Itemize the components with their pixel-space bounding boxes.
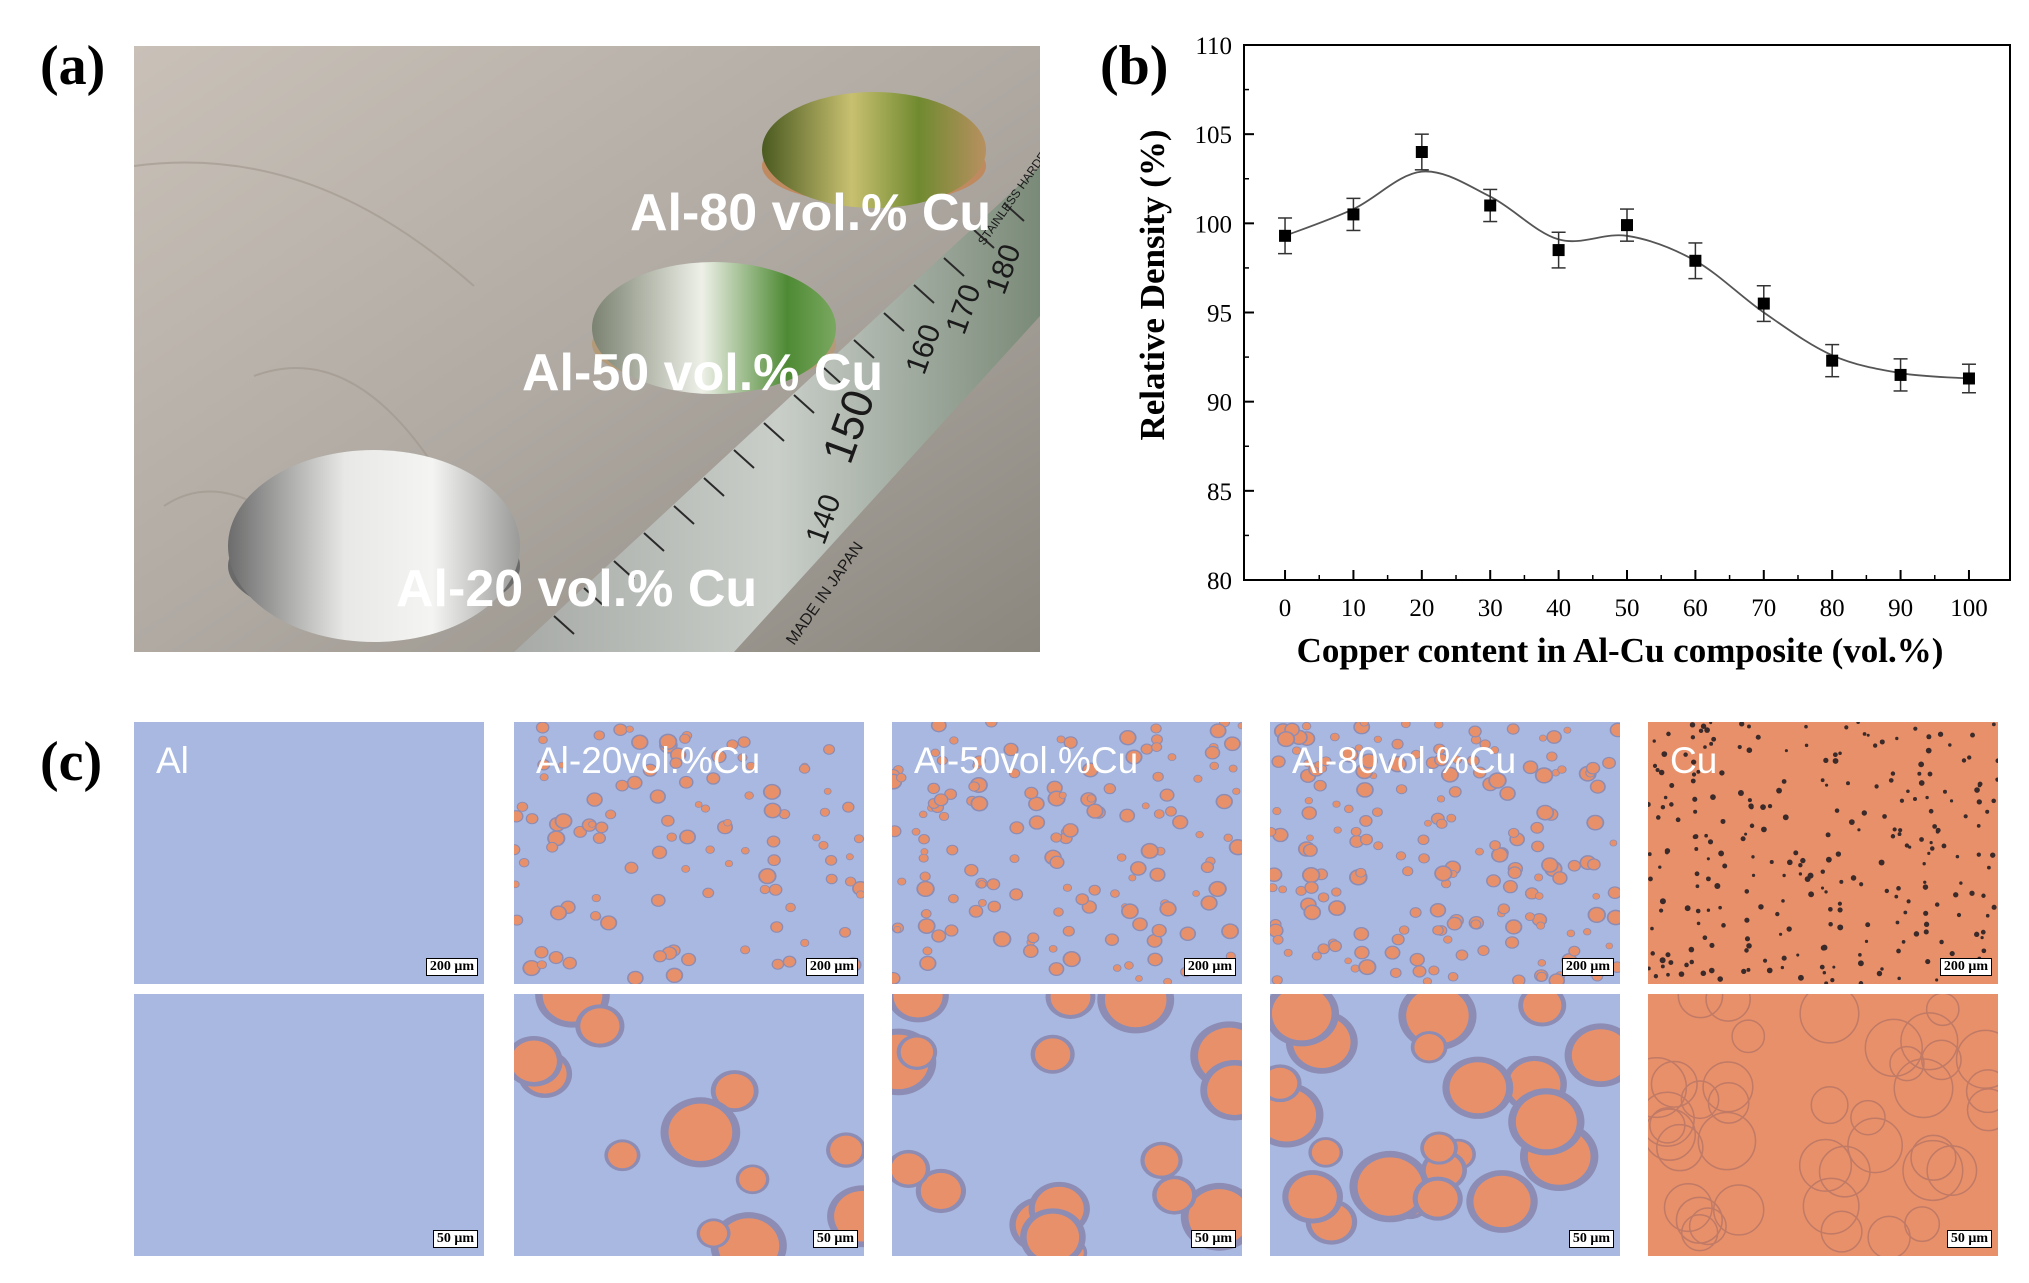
x-tick-label: 50 xyxy=(1615,595,1640,622)
y-tick-label: 95 xyxy=(1207,301,1232,328)
sample-photograph: 150 140 160 170 180 MADE IN JAPAN STAINL… xyxy=(134,46,1040,652)
micrograph-4-high-mag: 50 μm xyxy=(1648,994,1998,1256)
data-point-group xyxy=(1346,197,1361,232)
micrograph-image xyxy=(1270,994,1620,1256)
micrograph-0-high-mag: 50 μm xyxy=(134,994,484,1256)
sample-label-al50: Al-50 vol.% Cu xyxy=(522,344,883,402)
scale-bar-label: 50 μm xyxy=(432,1230,478,1248)
micrograph-image xyxy=(514,994,864,1256)
data-point xyxy=(1826,354,1839,367)
data-point-group xyxy=(1278,217,1293,255)
micrograph-4-low-mag: Cu 200 μm xyxy=(1648,722,1998,984)
y-tick-label: 105 xyxy=(1195,122,1233,149)
data-point-group xyxy=(1756,285,1771,323)
x-tick-label: 40 xyxy=(1546,595,1571,622)
micrograph-image xyxy=(514,722,864,984)
data-point xyxy=(1621,219,1633,232)
data-point xyxy=(1962,372,1975,385)
sample-label-al80: Al-80 vol.% Cu xyxy=(630,184,991,242)
y-tick-label: 110 xyxy=(1195,33,1232,60)
scale-bar-label: 50 μm xyxy=(1568,1230,1614,1248)
x-axis-title: Copper content in Al-Cu composite (vol.%… xyxy=(1297,631,1944,670)
data-point xyxy=(1689,254,1702,267)
scale-bar-label: 50 μm xyxy=(1190,1230,1236,1248)
micrograph-2-high-mag: 50 μm xyxy=(892,994,1242,1256)
micrograph-1-high-mag: 50 μm xyxy=(514,994,864,1256)
scale-bar-label: 200 μm xyxy=(425,958,478,976)
data-point-group xyxy=(1620,208,1634,242)
x-tick-label: 20 xyxy=(1409,595,1434,622)
data-point xyxy=(1552,244,1565,257)
x-tick-label: 0 xyxy=(1279,595,1292,622)
panel-label-b: (b) xyxy=(1100,35,1169,97)
data-point-group xyxy=(1414,133,1429,171)
y-tick-label: 80 xyxy=(1207,568,1232,595)
data-point xyxy=(1757,297,1770,310)
data-point xyxy=(1894,368,1907,381)
data-point-group xyxy=(1961,363,1976,394)
data-point xyxy=(1415,146,1428,158)
chart-axes: 0 10 20 30 40 50 60 70 80 90 100 80 85 90 95 100 105 110 xyxy=(1195,33,2011,622)
sample-label-al20: Al-20 vol.% Cu xyxy=(396,560,757,618)
micrograph-title: Al-20vol.%Cu xyxy=(536,740,761,781)
micrograph-3-low-mag: Al-80vol.%Cu 200 μm xyxy=(1270,722,1620,984)
micrograph-image xyxy=(1648,994,1998,1256)
micrograph-title: Al-50vol.%Cu xyxy=(914,740,1139,781)
disc-al20 xyxy=(228,450,520,642)
scale-bar-label: 200 μm xyxy=(805,958,858,976)
data-point xyxy=(1279,229,1292,242)
density-chart: 0 10 20 30 40 50 60 70 80 90 10080859095100105110 … xyxy=(1133,33,2011,670)
y-axis-title: Relative Density (%) xyxy=(1133,129,1172,440)
fit-curve-group xyxy=(1284,170,1970,380)
micrograph-image xyxy=(134,994,484,1256)
micrograph-image xyxy=(892,994,1242,1256)
data-point-group xyxy=(1551,231,1566,269)
data-points-group xyxy=(1278,133,1976,394)
disc-al80 xyxy=(762,92,986,208)
scale-bar-label: 200 μm xyxy=(1939,958,1992,976)
micrograph-image xyxy=(892,722,1242,984)
micrograph-2-low-mag: Al-50vol.%Cu 200 μm xyxy=(892,722,1242,984)
disc-al50 xyxy=(592,262,836,394)
micrograph-image xyxy=(1648,722,1998,984)
y-tick-label: 100 xyxy=(1195,211,1233,238)
micrograph-3-high-mag: 50 μm xyxy=(1270,994,1620,1256)
x-tick-label: 60 xyxy=(1683,595,1708,622)
scale-bar-label: 200 μm xyxy=(1183,958,1236,976)
panel-label-c: (c) xyxy=(40,731,103,793)
micrograph-0-low-mag: Al 200 μm xyxy=(134,722,484,984)
panel-label-a: (a) xyxy=(40,35,106,97)
scale-bar-label: 50 μm xyxy=(1946,1230,1992,1248)
micrograph-image xyxy=(134,722,484,984)
data-point-group xyxy=(1893,358,1908,392)
fit-curve xyxy=(1284,170,1970,380)
micrograph-title: Al xyxy=(156,740,189,781)
micrograph-title: Cu xyxy=(1670,740,1718,781)
data-point-group xyxy=(1688,242,1703,280)
micrograph-image xyxy=(1270,722,1620,984)
micrograph-title: Al-80vol.%Cu xyxy=(1292,740,1517,781)
ruler-ticks xyxy=(553,202,1025,635)
data-point xyxy=(1347,208,1360,221)
scale-bar-label: 200 μm xyxy=(1561,958,1614,976)
plot-frame xyxy=(1243,44,2011,581)
micrograph-1-low-mag: Al-20vol.%Cu 200 μm xyxy=(514,722,864,984)
data-point-group xyxy=(1825,343,1840,378)
data-point xyxy=(1484,199,1497,212)
x-tick-label: 80 xyxy=(1820,595,1845,622)
data-point-group xyxy=(1483,188,1498,223)
x-tick-label: 30 xyxy=(1478,595,1503,622)
y-tick-label: 90 xyxy=(1207,390,1232,417)
x-tick-label: 10 xyxy=(1341,595,1366,622)
x-tick-label: 90 xyxy=(1888,595,1913,622)
y-tick-label: 85 xyxy=(1207,479,1232,506)
x-tick-label: 100 xyxy=(1950,595,1988,622)
scale-bar-label: 50 μm xyxy=(812,1230,858,1248)
x-tick-label: 70 xyxy=(1751,595,1776,622)
